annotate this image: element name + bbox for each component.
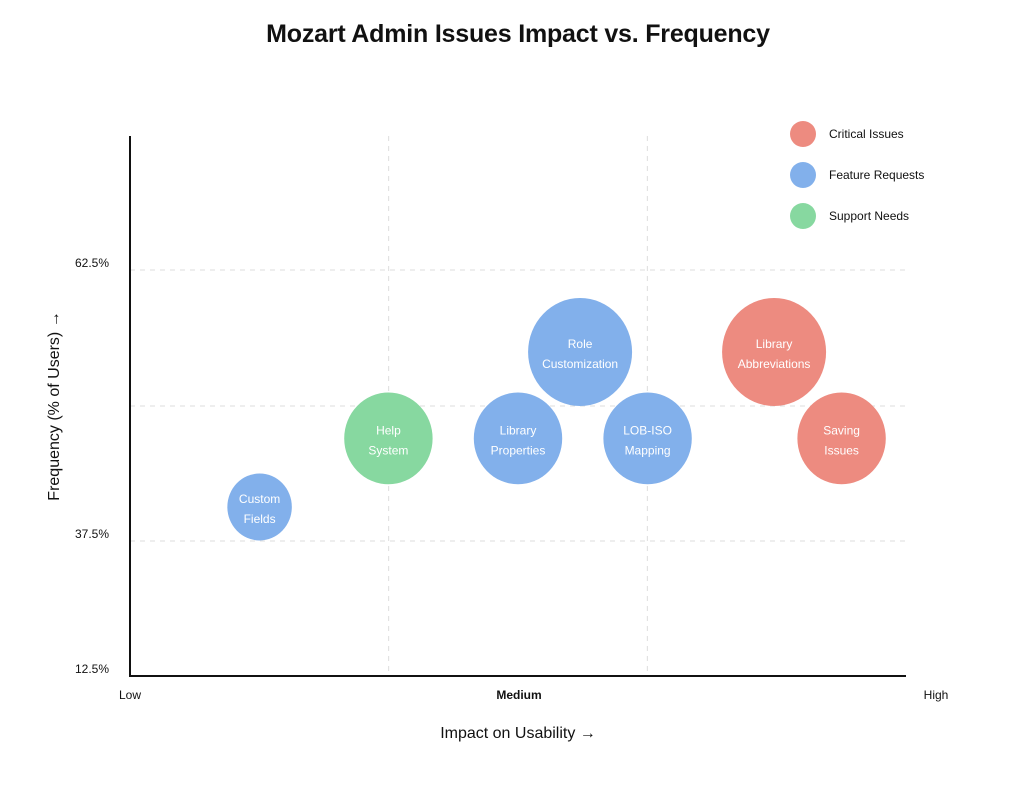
chart-title: Mozart Admin Issues Impact vs. Frequency xyxy=(266,20,770,48)
bubble-label: LOB-ISO xyxy=(623,423,672,437)
data-bubble xyxy=(722,298,827,406)
y-tick-label: 12.5% xyxy=(75,662,109,676)
bubble-label: Help xyxy=(376,423,401,437)
bubble-label: Library xyxy=(500,423,537,437)
bubble-label: Abbreviations xyxy=(738,357,811,371)
bubble-label: Custom xyxy=(239,492,280,506)
bubble-label: Issues xyxy=(824,443,859,457)
y-tick-label: 62.5% xyxy=(75,256,109,270)
legend-label: Feature Requests xyxy=(829,168,924,182)
data-bubble xyxy=(344,392,433,485)
x-axis-label: Impact on Usability → xyxy=(440,725,596,742)
data-bubble xyxy=(473,392,563,485)
legend-label: Critical Issues xyxy=(829,127,904,141)
bubble-label: Customization xyxy=(542,357,618,371)
bubble-label: Fields xyxy=(244,512,276,526)
data-bubble xyxy=(227,473,292,541)
bubble-label: Saving xyxy=(823,423,860,437)
x-tick-label: Low xyxy=(119,688,141,702)
legend-marker xyxy=(790,203,816,229)
legend-label: Support Needs xyxy=(829,209,909,223)
y-tick-label: 37.5% xyxy=(75,527,109,541)
data-bubble xyxy=(603,392,692,485)
legend-marker xyxy=(790,121,816,147)
bubble-label: Role xyxy=(568,337,593,351)
data-bubble xyxy=(797,392,886,485)
bubble-label: Properties xyxy=(491,443,546,457)
bubble-label: System xyxy=(368,443,408,457)
data-bubble xyxy=(528,298,633,406)
x-tick-label: High xyxy=(924,688,949,702)
y-axis-label: Frequency (% of Users) → xyxy=(46,311,63,500)
legend-marker xyxy=(790,162,816,188)
bubble-label: Mapping xyxy=(625,443,671,457)
bubble-label: Library xyxy=(756,337,793,351)
x-tick-label: Medium xyxy=(496,688,541,702)
